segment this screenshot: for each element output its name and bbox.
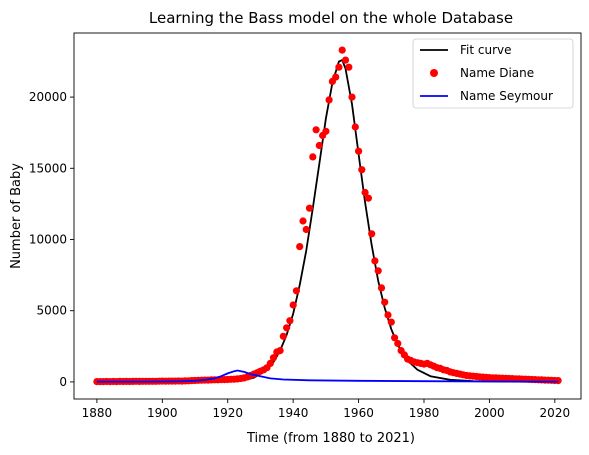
data-point-name-diane — [381, 298, 389, 306]
x-tick-label: 2000 — [474, 406, 505, 420]
legend-swatch-name-diane — [430, 69, 438, 77]
series-group — [93, 46, 562, 386]
y-tick-label: 15000 — [29, 161, 67, 175]
data-point-name-diane — [276, 347, 284, 355]
y-tick-label: 5000 — [36, 304, 67, 318]
data-point-name-diane — [305, 204, 314, 212]
data-point-name-diane — [377, 284, 386, 292]
data-point-name-diane — [374, 267, 382, 275]
data-point-name-diane — [312, 126, 320, 134]
data-point-name-diane — [355, 147, 363, 155]
x-axis-label: Time (from 1880 to 2021) — [246, 431, 415, 446]
series-line-name-seymour — [96, 369, 559, 383]
data-point-name-diane — [325, 96, 333, 104]
data-point-name-diane — [338, 46, 346, 54]
data-point-name-diane — [341, 56, 350, 64]
data-point-name-diane — [269, 354, 278, 362]
data-point-name-diane — [289, 301, 297, 309]
x-tick-label: 1960 — [343, 406, 374, 420]
x-tick-label: 1900 — [147, 406, 178, 420]
data-point-name-diane — [266, 359, 274, 367]
data-point-name-diane — [345, 63, 353, 71]
data-point-name-diane — [309, 153, 317, 161]
data-point-name-diane — [387, 318, 395, 326]
x-tick-label: 1980 — [409, 406, 440, 420]
y-axis-label: Number of Baby — [9, 163, 24, 269]
data-point-name-diane — [351, 123, 359, 131]
x-tick-label: 1920 — [212, 406, 243, 420]
data-point-name-diane — [322, 127, 330, 135]
data-point-name-diane — [299, 217, 307, 225]
y-tick-label: 0 — [59, 375, 67, 389]
legend-label-fit-curve: Fit curve — [460, 43, 512, 57]
y-tick-label: 10000 — [29, 232, 67, 246]
legend: Fit curve Name Diane Name Seymour — [412, 38, 574, 109]
x-tick-label: 2020 — [540, 406, 571, 420]
data-point-name-diane — [335, 63, 343, 71]
legend-label-name-diane: Name Diane — [460, 66, 534, 80]
data-point-name-diane — [368, 230, 376, 238]
chart-title: Learning the Bass model on the whole Dat… — [149, 9, 513, 27]
legend-label-name-seymour: Name Seymour — [460, 89, 553, 103]
data-point-name-diane — [286, 317, 294, 325]
data-point-name-diane — [279, 332, 287, 340]
data-point-name-diane — [384, 311, 392, 319]
data-point-name-diane — [292, 287, 300, 295]
data-point-name-diane — [364, 194, 372, 202]
data-point-name-diane — [554, 377, 562, 385]
data-point-name-diane — [371, 257, 379, 265]
plot-area: 1880 1900 1920 1940 1960 1980 2000 2020 0 5000 100… — [29, 32, 582, 420]
data-point-name-diane — [283, 324, 291, 332]
x-tick-label: 1940 — [278, 406, 309, 420]
data-point-name-diane — [332, 73, 340, 81]
data-point-name-diane — [296, 243, 304, 251]
x-tick-label: 1880 — [82, 406, 113, 420]
data-point-name-diane — [358, 166, 366, 174]
data-point-name-diane — [348, 93, 356, 101]
legend-box — [412, 38, 574, 109]
data-point-name-diane — [394, 339, 402, 348]
data-point-name-diane — [315, 141, 323, 150]
data-point-name-diane — [361, 188, 369, 197]
axes-frame — [73, 32, 582, 400]
y-tick-label: 20000 — [29, 90, 67, 104]
data-point-name-diane — [391, 334, 399, 342]
data-point-name-diane — [302, 225, 310, 234]
